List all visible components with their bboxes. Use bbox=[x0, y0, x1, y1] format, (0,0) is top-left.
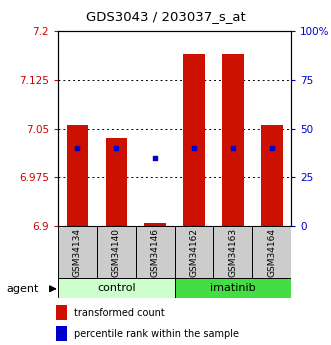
Text: imatinib: imatinib bbox=[210, 284, 256, 293]
Bar bbox=[56, 305, 67, 320]
Point bbox=[269, 145, 274, 151]
Bar bbox=[56, 326, 67, 342]
Bar bbox=[174, 226, 213, 279]
Point bbox=[75, 145, 80, 151]
Bar bbox=[106, 138, 127, 226]
Bar bbox=[183, 54, 205, 226]
Text: agent: agent bbox=[7, 284, 39, 294]
Bar bbox=[67, 125, 88, 226]
Text: GSM34134: GSM34134 bbox=[73, 228, 82, 277]
Text: GSM34146: GSM34146 bbox=[151, 228, 160, 277]
Bar bbox=[58, 278, 174, 298]
Point bbox=[114, 145, 119, 151]
Point bbox=[191, 145, 197, 151]
Point bbox=[153, 155, 158, 160]
Bar bbox=[136, 226, 174, 279]
Point bbox=[230, 145, 236, 151]
Text: percentile rank within the sample: percentile rank within the sample bbox=[74, 329, 239, 339]
Text: GDS3043 / 203037_s_at: GDS3043 / 203037_s_at bbox=[86, 10, 245, 23]
Text: GSM34164: GSM34164 bbox=[267, 228, 276, 277]
Text: GSM34162: GSM34162 bbox=[190, 228, 199, 277]
Bar bbox=[97, 226, 136, 279]
Text: control: control bbox=[97, 284, 136, 293]
Bar bbox=[213, 226, 252, 279]
Bar bbox=[222, 54, 244, 226]
Bar bbox=[144, 223, 166, 226]
Bar bbox=[252, 226, 291, 279]
Text: GSM34140: GSM34140 bbox=[112, 228, 121, 277]
Text: transformed count: transformed count bbox=[74, 308, 165, 318]
Bar bbox=[261, 125, 283, 226]
Text: GSM34163: GSM34163 bbox=[228, 228, 237, 277]
Bar bbox=[58, 226, 97, 279]
Bar bbox=[174, 278, 291, 298]
